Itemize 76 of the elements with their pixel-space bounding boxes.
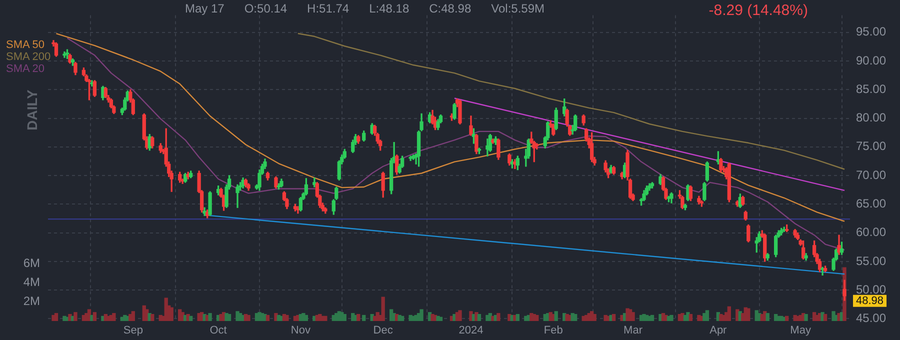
bar xyxy=(170,307,174,321)
y-tick-label: 90.00 xyxy=(856,53,886,68)
bar xyxy=(631,312,635,321)
y2-tick-label: 2M xyxy=(23,294,40,308)
bar xyxy=(342,314,346,321)
bar xyxy=(356,314,360,321)
bar xyxy=(823,314,828,321)
bar xyxy=(362,314,366,321)
y-tick-label: 65.00 xyxy=(856,196,886,210)
y2-tick-label: 6M xyxy=(23,256,40,270)
y-tick-label: 80.00 xyxy=(856,110,886,125)
x-tick-label: Dec xyxy=(373,324,394,337)
bar xyxy=(496,313,500,321)
annotation: O:50.14 xyxy=(244,1,288,16)
candlestick xyxy=(820,266,824,276)
annotation: -8.29 (14.48%) xyxy=(708,2,808,20)
x-tick-label: Mar xyxy=(624,324,643,337)
y-tick-label: 55.00 xyxy=(856,254,886,268)
bar xyxy=(285,314,289,321)
bar xyxy=(650,314,654,321)
x-tick-label: Oct xyxy=(210,324,227,337)
y-tick-label: 85.00 xyxy=(856,82,886,96)
annotation: 48.98 xyxy=(856,294,884,307)
y-tick-label: 50.00 xyxy=(856,282,886,296)
bar xyxy=(804,314,808,321)
annotation: C:48.98 xyxy=(429,1,472,16)
annotation: L:48.18 xyxy=(369,1,410,16)
y-tick-label: 95.00 xyxy=(856,24,886,39)
bar xyxy=(420,309,424,321)
y-tick-label: 70.00 xyxy=(856,168,886,182)
x-tick-label: 2024 xyxy=(458,324,484,337)
x-tick-label: Nov xyxy=(290,324,311,337)
bar xyxy=(112,313,116,321)
bar xyxy=(688,314,693,321)
series-label: SMA 50 xyxy=(6,39,45,52)
bar xyxy=(746,308,750,321)
text: SMA 20 xyxy=(6,63,45,76)
bar xyxy=(554,311,558,321)
annotation: H:51.74 xyxy=(307,1,350,16)
bar xyxy=(612,314,616,321)
bar xyxy=(766,313,770,321)
annotation: May 17 xyxy=(185,1,225,16)
y-tick-label: 75.00 xyxy=(856,139,886,154)
bar xyxy=(785,316,789,321)
x-tick-label: Sep xyxy=(123,324,143,337)
bar xyxy=(304,314,308,321)
bar xyxy=(670,314,674,321)
y2-tick-label: 4M xyxy=(23,275,40,290)
bar xyxy=(266,314,270,321)
x-tick-label: Apr xyxy=(710,324,728,337)
bar xyxy=(150,314,154,321)
bar xyxy=(227,314,232,321)
bar xyxy=(477,314,482,321)
annotation: Vol:5.59M xyxy=(491,1,545,16)
bar xyxy=(516,314,520,321)
text: SMA 200 xyxy=(6,51,51,64)
bar xyxy=(324,316,328,321)
bar xyxy=(705,310,710,321)
bar xyxy=(188,316,193,321)
bar xyxy=(535,314,539,321)
bar xyxy=(438,316,443,321)
x-tick-label: Feb xyxy=(544,324,563,337)
bar xyxy=(727,306,731,321)
bar xyxy=(574,314,578,321)
bar xyxy=(400,316,404,321)
bar xyxy=(246,314,250,321)
bar xyxy=(592,314,596,321)
bar xyxy=(458,310,462,321)
bar xyxy=(381,296,385,321)
bar xyxy=(92,312,97,321)
y-tick-label: 45.00 xyxy=(856,311,886,326)
bar xyxy=(131,311,135,321)
text: DAILY xyxy=(24,88,40,130)
y-tick-label: 60.00 xyxy=(856,225,886,240)
bar xyxy=(54,313,58,321)
x-tick-label: May xyxy=(790,324,812,337)
